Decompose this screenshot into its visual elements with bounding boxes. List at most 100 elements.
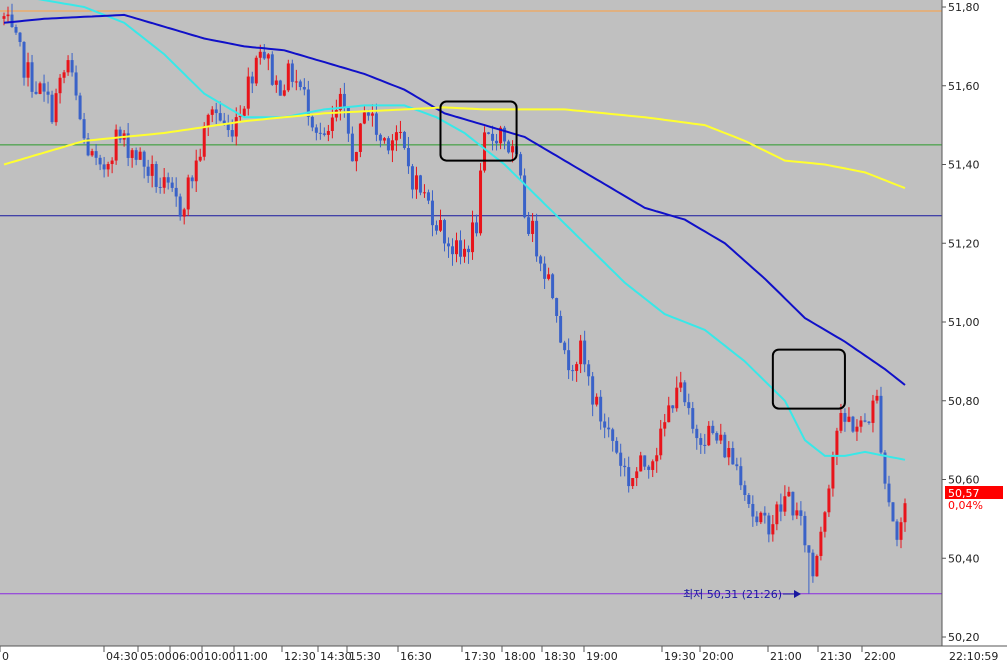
candle-body[interactable] — [583, 340, 587, 365]
candle-body[interactable] — [54, 93, 58, 123]
candle-body[interactable] — [394, 132, 398, 141]
candle-body[interactable] — [378, 134, 382, 141]
candle-body[interactable] — [46, 91, 50, 95]
candle-body[interactable] — [334, 110, 338, 118]
candle-body[interactable] — [214, 109, 218, 114]
candle-body[interactable] — [82, 119, 86, 139]
candle-body[interactable] — [346, 107, 350, 134]
candle-body[interactable] — [270, 54, 274, 85]
candle-body[interactable] — [647, 466, 651, 470]
candle-body[interactable] — [230, 130, 234, 137]
candle-body[interactable] — [735, 464, 739, 467]
candle-body[interactable] — [278, 80, 282, 96]
candle-body[interactable] — [555, 298, 559, 316]
candle-body[interactable] — [250, 76, 254, 84]
candle-body[interactable] — [715, 433, 719, 441]
candle-body[interactable] — [815, 555, 819, 577]
candle-body[interactable] — [30, 62, 34, 92]
candle-body[interactable] — [38, 83, 42, 94]
candle-body[interactable] — [623, 465, 627, 468]
candle-body[interactable] — [811, 552, 815, 577]
candle-body[interactable] — [747, 494, 751, 504]
candle-body[interactable] — [70, 60, 74, 73]
candle-body[interactable] — [631, 478, 635, 487]
candle-body[interactable] — [330, 117, 334, 131]
candle-body[interactable] — [226, 123, 230, 131]
candle-body[interactable] — [222, 120, 226, 124]
candle-body[interactable] — [803, 515, 807, 546]
candle-body[interactable] — [543, 263, 547, 279]
candle-body[interactable] — [839, 413, 843, 431]
candle-body[interactable] — [739, 466, 743, 486]
candle-body[interactable] — [218, 113, 222, 121]
candle-body[interactable] — [374, 113, 378, 135]
candle-body[interactable] — [627, 467, 631, 487]
candle-body[interactable] — [290, 63, 294, 82]
candle-body[interactable] — [106, 164, 110, 170]
candle-body[interactable] — [42, 83, 46, 92]
candle-body[interactable] — [450, 246, 454, 255]
candle-body[interactable] — [795, 510, 799, 516]
candle-body[interactable] — [266, 54, 270, 59]
candle-body[interactable] — [763, 512, 767, 516]
candle-body[interactable] — [819, 531, 823, 556]
candle-body[interactable] — [442, 220, 446, 244]
candle-body[interactable] — [302, 87, 306, 90]
candle-body[interactable] — [446, 243, 450, 247]
candle-body[interactable] — [254, 57, 258, 84]
candle-body[interactable] — [154, 164, 158, 187]
candle-body[interactable] — [711, 425, 715, 434]
candle-body[interactable] — [178, 196, 182, 217]
candle-body[interactable] — [855, 426, 859, 432]
candle-body[interactable] — [34, 91, 38, 94]
candle-body[interactable] — [719, 434, 723, 441]
candle-body[interactable] — [687, 402, 691, 409]
candle-body[interactable] — [126, 133, 130, 158]
candle-body[interactable] — [146, 166, 150, 176]
candle-body[interactable] — [242, 108, 246, 116]
candle-body[interactable] — [731, 448, 735, 465]
candle-body[interactable] — [823, 512, 827, 532]
candle-body[interactable] — [294, 81, 298, 83]
candle-body[interactable] — [74, 72, 78, 96]
candle-body[interactable] — [479, 170, 483, 234]
candle-body[interactable] — [867, 421, 871, 423]
candle-body[interactable] — [382, 138, 386, 141]
candle-body[interactable] — [587, 364, 591, 377]
candle-body[interactable] — [138, 151, 142, 160]
candle-body[interactable] — [194, 160, 198, 182]
candle-body[interactable] — [563, 342, 567, 351]
candle-body[interactable] — [150, 164, 154, 176]
candle-body[interactable] — [134, 150, 138, 160]
candle-body[interactable] — [831, 456, 835, 489]
candle-body[interactable] — [475, 222, 479, 234]
candle-body[interactable] — [166, 177, 170, 183]
candle-body[interactable] — [174, 187, 178, 197]
candle-body[interactable] — [471, 222, 475, 253]
candle-body[interactable] — [835, 430, 839, 457]
candle-body[interactable] — [879, 395, 883, 453]
candle-body[interactable] — [206, 114, 210, 127]
candle-body[interactable] — [547, 274, 551, 279]
candle-body[interactable] — [535, 220, 539, 257]
candle-body[interactable] — [727, 448, 731, 458]
candle-body[interactable] — [899, 522, 903, 540]
candle-body[interactable] — [110, 160, 114, 165]
candle-body[interactable] — [90, 151, 94, 156]
candle-body[interactable] — [567, 350, 571, 371]
candle-body[interactable] — [579, 340, 583, 365]
candle-body[interactable] — [186, 177, 190, 210]
candle-body[interactable] — [210, 109, 214, 115]
candle-body[interactable] — [851, 416, 855, 432]
candle-body[interactable] — [827, 488, 831, 513]
candle-body[interactable] — [611, 429, 615, 441]
candle-body[interactable] — [202, 126, 206, 157]
candle-body[interactable] — [683, 382, 687, 403]
candle-body[interactable] — [26, 62, 30, 78]
candle-body[interactable] — [595, 396, 599, 405]
candle-body[interactable] — [354, 151, 358, 162]
candle-body[interactable] — [703, 444, 707, 446]
candle-body[interactable] — [895, 521, 899, 540]
candle-body[interactable] — [66, 60, 70, 73]
